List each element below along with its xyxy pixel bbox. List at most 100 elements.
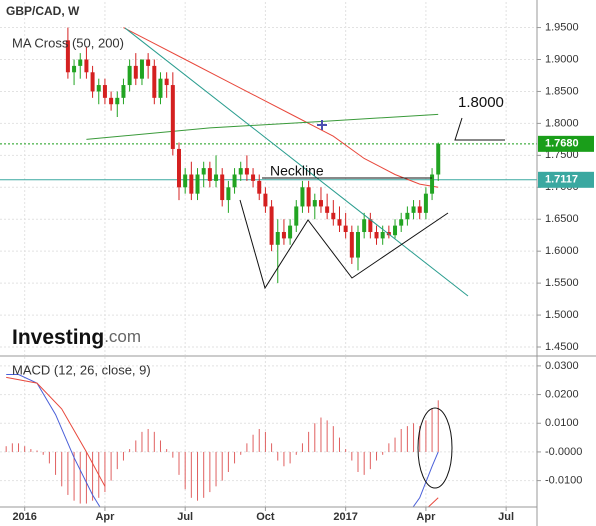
- candle-body: [232, 174, 237, 188]
- candle-body: [214, 174, 219, 181]
- candle-body: [109, 97, 114, 105]
- candle-body: [170, 85, 175, 149]
- candle-body: [78, 59, 83, 66]
- candle-body: [337, 219, 342, 226]
- candle-body: [288, 225, 293, 239]
- candle-body: [306, 187, 311, 207]
- candle-body: [362, 219, 367, 233]
- y-tick-label: 1.5000: [545, 309, 579, 321]
- y-tick-label: 1.9000: [545, 53, 579, 65]
- price-label: 1.7117: [545, 174, 578, 186]
- candle-body: [294, 206, 299, 226]
- candle-body: [152, 65, 157, 98]
- chart-title: GBP/CAD, W: [6, 4, 80, 18]
- y-tick-label: -0.0000: [545, 446, 582, 458]
- candle-body: [96, 85, 101, 92]
- price-label-box: [538, 135, 594, 152]
- moving-average: [86, 113, 439, 140]
- logo-brand: Investing: [12, 326, 104, 349]
- candle-body: [207, 168, 212, 181]
- candle-body: [374, 232, 379, 239]
- candle-body: [177, 148, 181, 188]
- candle-body: [263, 193, 268, 207]
- candle-body: [65, 40, 70, 73]
- candle-body: [121, 85, 126, 98]
- highlight-ellipse: [417, 407, 453, 489]
- candle-body: [356, 232, 360, 258]
- candle-body: [158, 78, 163, 98]
- candle-body: [405, 212, 410, 220]
- candle-body: [393, 225, 398, 236]
- y-tick-label: 0.0300: [545, 360, 579, 372]
- y-tick-label: 1.6000: [545, 245, 579, 257]
- candle-body: [90, 72, 95, 92]
- candle-body: [84, 59, 89, 73]
- y-tick-label: 1.8500: [545, 85, 579, 97]
- x-tick-label: Oct: [256, 511, 275, 523]
- candle-body: [275, 232, 280, 245]
- y-tick-label: 0.0100: [545, 417, 579, 429]
- annotation-neckline: Neckline: [270, 163, 324, 179]
- candle-body: [436, 143, 441, 175]
- candle-body: [244, 168, 249, 175]
- candle-body: [195, 174, 200, 194]
- logo-suffix: .com: [104, 327, 141, 346]
- target-line: [454, 117, 505, 141]
- candle-body: [257, 180, 262, 194]
- candle-body: [269, 206, 274, 245]
- price-label: 1.7680: [545, 138, 579, 150]
- candle-body: [238, 168, 243, 175]
- w-pattern: [239, 199, 449, 290]
- macd-line: [6, 376, 439, 507]
- x-tick-label: 2016: [12, 511, 36, 523]
- candle-body: [368, 219, 373, 233]
- logo: Investing.com: [12, 326, 141, 349]
- candle-body: [349, 232, 354, 258]
- x-tick-label: Apr: [95, 511, 115, 523]
- x-tick-label: Apr: [416, 511, 436, 523]
- candle-body: [146, 59, 151, 66]
- y-tick-label: 0.0200: [545, 388, 579, 400]
- candle-body: [183, 174, 188, 188]
- y-tick-label: 1.7500: [545, 149, 579, 161]
- candle-body: [251, 174, 256, 181]
- y-tick-label: 1.6500: [545, 213, 579, 225]
- candle-body: [115, 97, 120, 105]
- y-tick-label: 1.4500: [545, 341, 579, 353]
- candle-body: [102, 85, 107, 98]
- y-tick-label: 1.9500: [545, 21, 579, 33]
- candle-body: [201, 168, 206, 175]
- price-pane: [0, 27, 537, 284]
- trend-line: [124, 27, 469, 297]
- drawings: [124, 27, 505, 297]
- candle-body: [72, 65, 77, 73]
- candle-body: [226, 187, 231, 201]
- candle-body: [399, 219, 404, 226]
- candle-body: [423, 193, 428, 213]
- candle-body: [312, 200, 317, 207]
- indicator-label: MA Cross (50, 200): [12, 35, 124, 50]
- y-tick-label: 1.5500: [545, 277, 579, 289]
- candle-body: [127, 65, 132, 86]
- candle-body: [189, 174, 194, 194]
- candle-body: [380, 232, 385, 239]
- candle-body: [164, 78, 169, 86]
- candle-body: [411, 206, 416, 213]
- candle-body: [281, 232, 286, 239]
- candle-body: [325, 206, 330, 213]
- candle-body: [300, 187, 305, 207]
- y-tick-label: -0.0100: [545, 475, 582, 487]
- y-tick-label: 1.8000: [545, 117, 579, 129]
- candle-body: [318, 200, 323, 207]
- x-tick-label: 2017: [333, 511, 357, 523]
- macd-pane: [5, 374, 439, 507]
- candle-body: [220, 174, 225, 201]
- candle-body: [430, 174, 435, 194]
- price-label-box: [538, 171, 594, 188]
- candle-body: [331, 212, 336, 220]
- candle-body: [417, 206, 422, 213]
- candle-body: [133, 65, 138, 79]
- x-tick-label: Jul: [177, 511, 193, 523]
